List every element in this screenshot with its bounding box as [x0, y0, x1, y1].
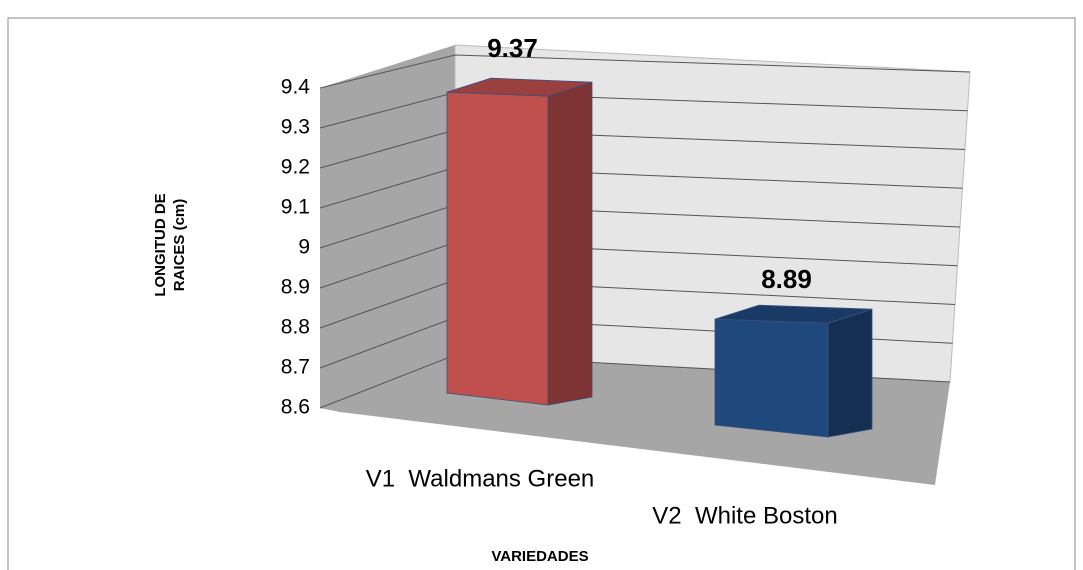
bar-side: [827, 308, 873, 438]
y-tick-label: 9.3: [281, 116, 310, 139]
y-tick-label: 8.9: [281, 276, 310, 299]
x-tick-label: V1 Waldmans Green: [366, 465, 595, 492]
bar: [446, 91, 549, 406]
data-label: 8.89: [761, 264, 812, 294]
y-tick-label: 9: [298, 236, 310, 259]
y-tick-label: 8.8: [281, 316, 310, 339]
y-axis-label-line: RAICES (cm): [171, 199, 188, 292]
grid-line: [319, 54, 971, 89]
bar-side: [547, 81, 593, 406]
y-tick-label: 9.2: [281, 156, 310, 179]
y-axis-label: LONGITUD DE RAICES (cm): [152, 193, 188, 296]
y-tick-label: 9.4: [281, 76, 311, 99]
data-label: 9.37: [487, 33, 538, 63]
y-tick-label: 9.1: [281, 196, 310, 219]
y-tick-label: 8.6: [281, 396, 310, 419]
x-axis-label: VARIEDADES: [491, 548, 588, 565]
y-axis-label-line: LONGITUD DE: [152, 193, 169, 296]
x-tick-label: V2 White Boston: [652, 502, 837, 529]
bars: [446, 77, 873, 438]
y-tick-label: 8.7: [281, 356, 310, 379]
bar: [714, 318, 829, 438]
